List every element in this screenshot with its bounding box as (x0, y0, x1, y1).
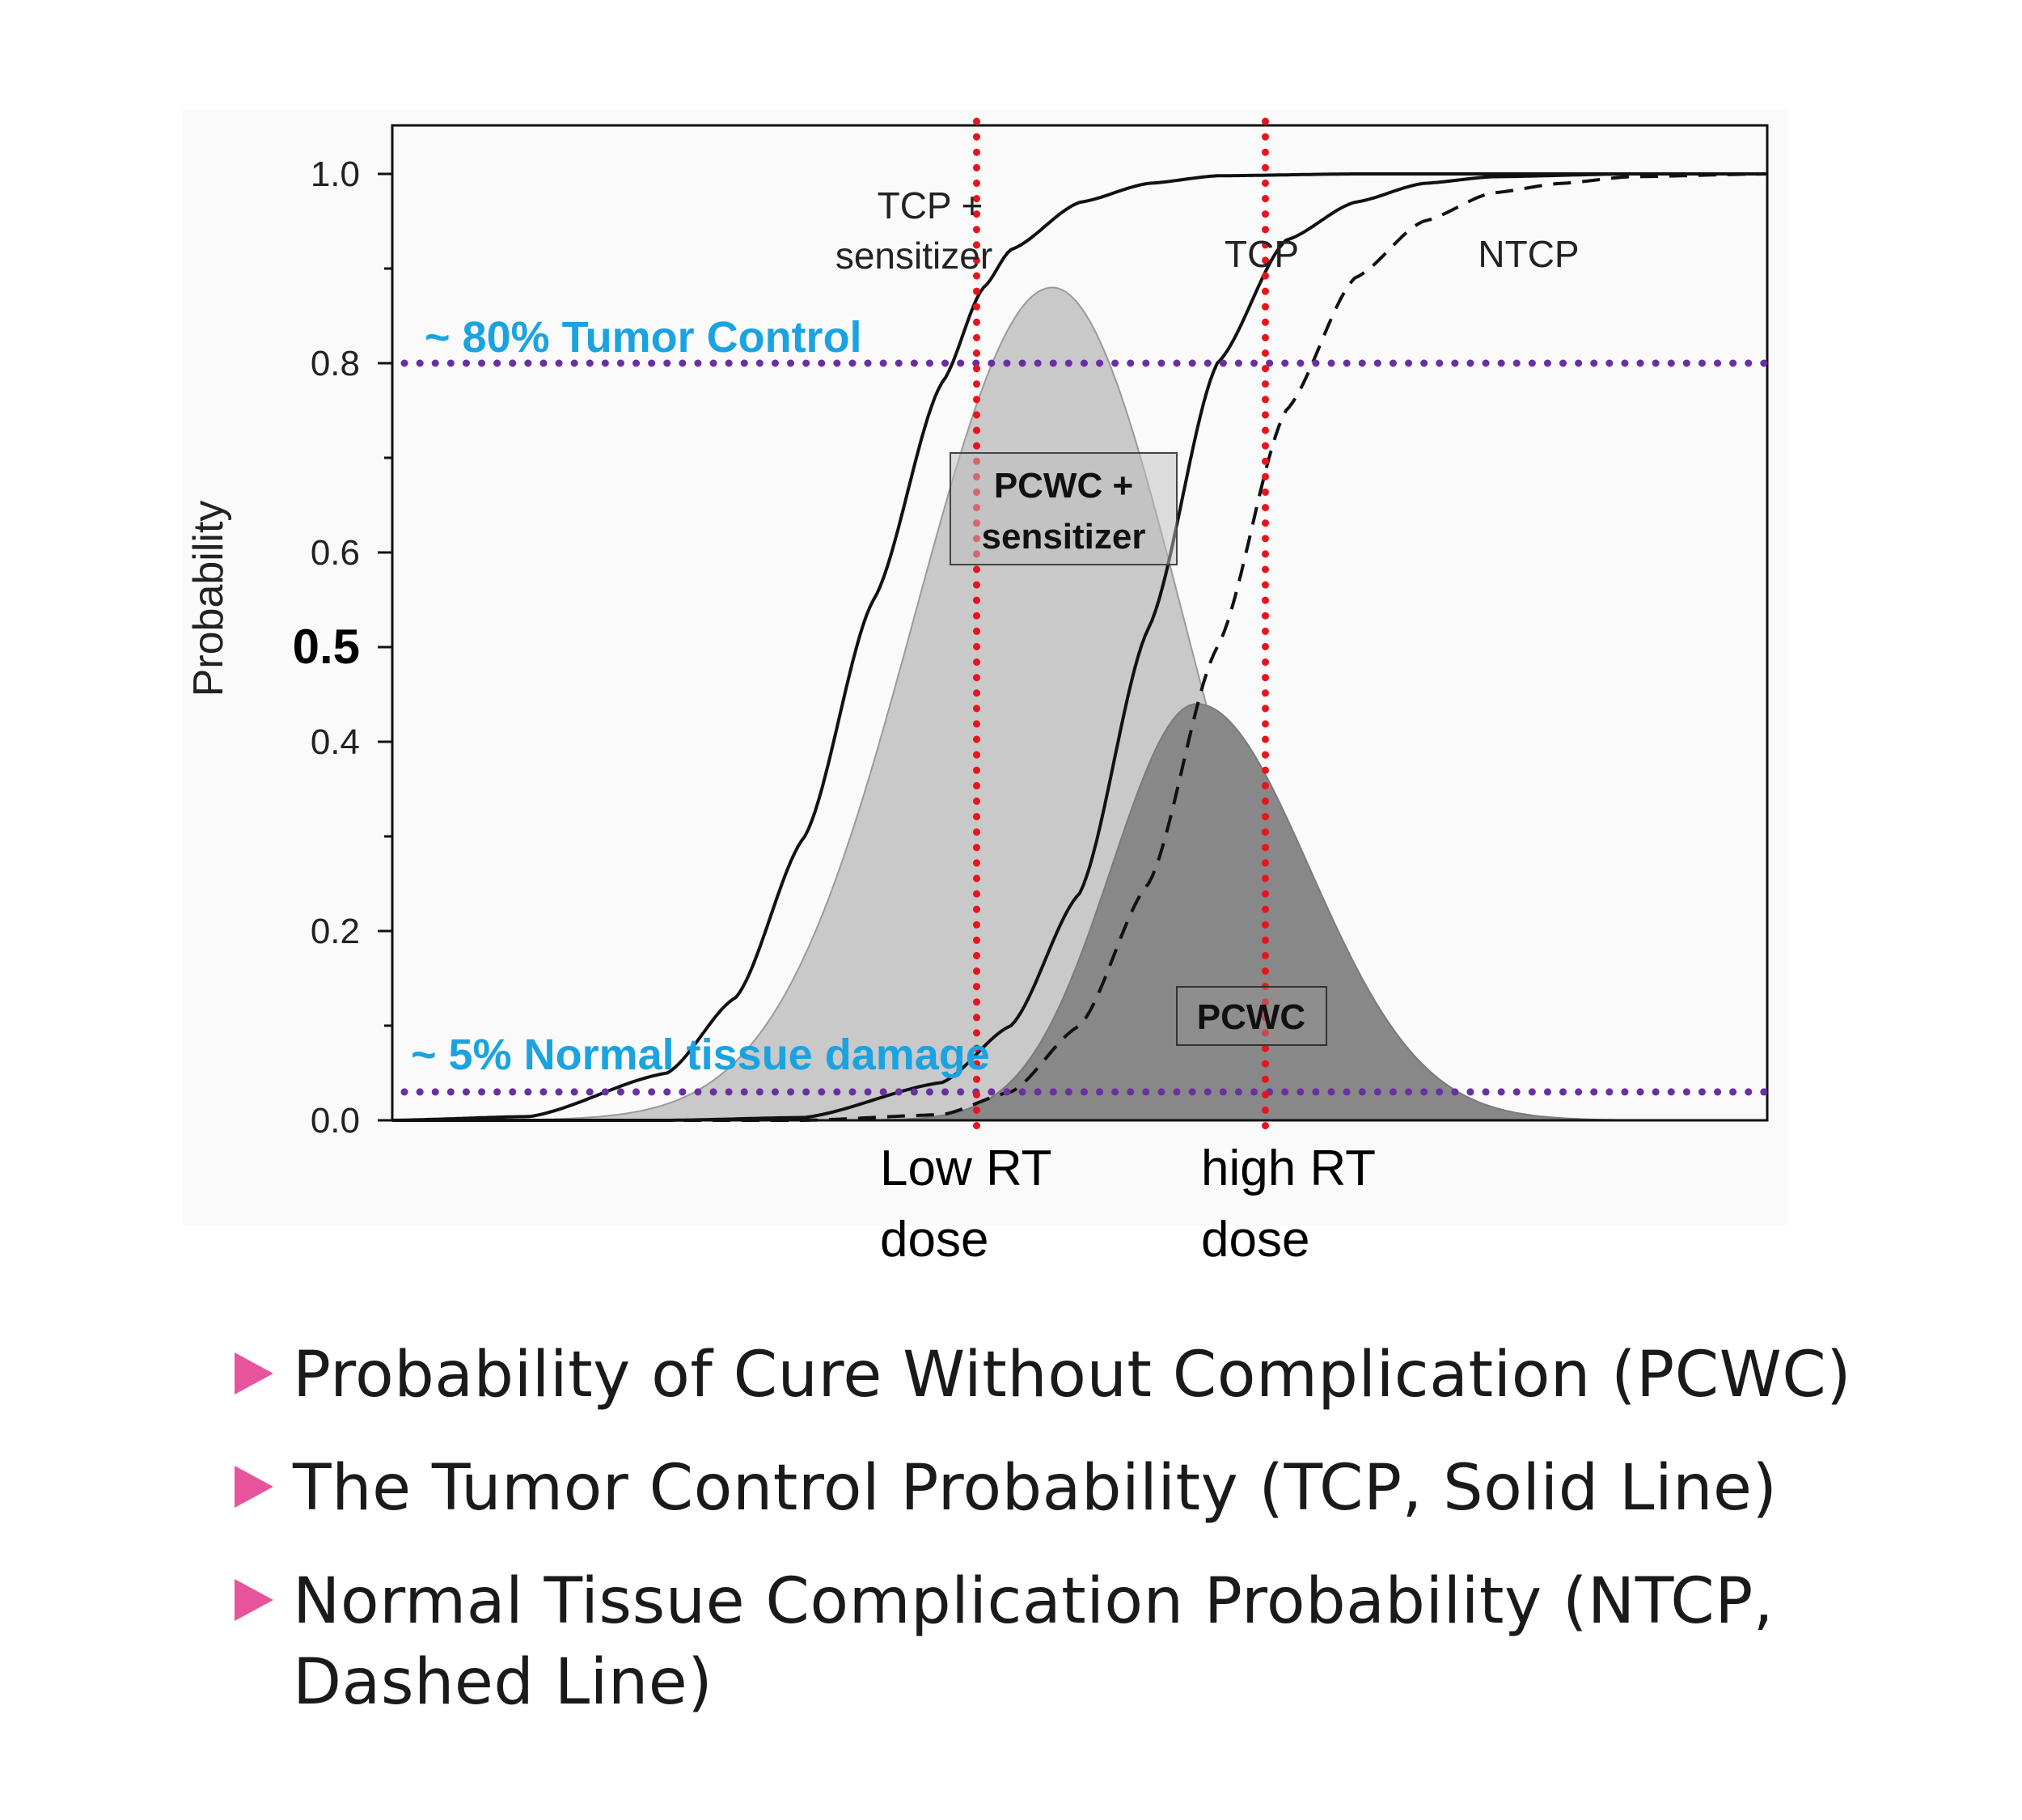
tcp-label: TCP (1225, 233, 1299, 275)
pcwc-label: PCWC (1197, 997, 1305, 1037)
ntcp-label: NTCP (1478, 233, 1579, 275)
triangle-bullet-icon (235, 1352, 273, 1395)
bullet-item-pcwc: Probability of Cure Without Complication… (235, 1335, 1973, 1416)
y-tick-label: 0.6 (311, 533, 360, 573)
pcwc-sensitizer-box (950, 452, 1178, 565)
plot-frame (391, 124, 1769, 1122)
bullet-item-ntcp: Normal Tissue Complication Probability (… (235, 1561, 1973, 1723)
ntcp-curve (392, 172, 1767, 1122)
triangle-bullet-icon (235, 1466, 273, 1508)
bullet-text-pcwc: Probability of Cure Without Complication… (293, 1339, 1852, 1412)
y-tick-label: 0.0 (311, 1101, 360, 1141)
y-tick-label: 0.2 (311, 912, 360, 951)
y-axis-label: Probability (185, 501, 232, 697)
y-tick-label-0-5: 0.5 (293, 620, 360, 674)
y-tick-label: 1.0 (311, 154, 360, 194)
low-dose-label-line1: Low RT (880, 1141, 1052, 1196)
pcwc-box (1176, 986, 1327, 1046)
y-tick-label: 0.4 (311, 722, 360, 762)
tcp-sensitizer-label-line2: sensitizer (835, 235, 992, 277)
tcp-sensitizer-curve (391, 172, 1767, 1122)
high-dose-label-line2: dose (1201, 1212, 1309, 1268)
pcwc-sensitizer-label-line2: sensitizer (982, 517, 1146, 557)
bullet-text-ntcp: Normal Tissue Complication Probability (… (293, 1565, 1775, 1719)
bullet-list: Probability of Cure Without Complication… (235, 1335, 1973, 1755)
chart: 0.0 0.2 0.4 0.6 0.8 1.0 0.5 Probability TCP + se… (185, 117, 1771, 1268)
pcwc-sensitizer-label-line1: PCWC + (994, 466, 1133, 506)
probability-chart-svg: 0.0 0.2 0.4 0.6 0.8 1.0 0.5 Probability TCP + se… (185, 117, 1771, 1268)
high-dose-label-line1: high RT (1201, 1141, 1376, 1196)
tcp-sensitizer-label-line1: TCP + (878, 184, 984, 226)
low-dose-label-line2: dose (880, 1212, 988, 1268)
y-tick-label: 0.8 (311, 344, 360, 383)
tcp-curve (392, 172, 1767, 1122)
bullet-item-tcp: The Tumor Control Probability (TCP, Soli… (235, 1448, 1973, 1529)
bullet-text-tcp: The Tumor Control Probability (TCP, Soli… (293, 1452, 1778, 1525)
tumor-control-80-label: ~ 80% Tumor Control (425, 313, 862, 362)
triangle-bullet-icon (235, 1579, 273, 1621)
normal-tissue-5-label: ~ 5% Normal tissue damage (411, 1031, 990, 1079)
